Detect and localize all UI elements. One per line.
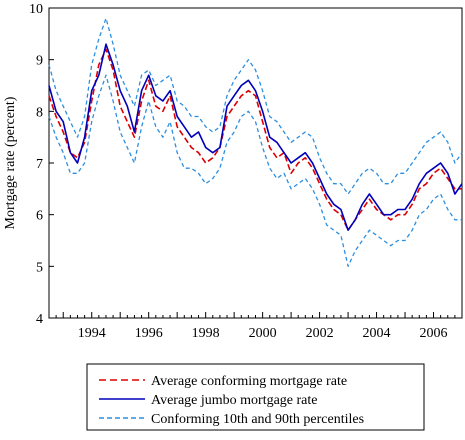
y-tick-label: 4 (36, 312, 43, 327)
series-line-conforming-90th-percentile (48, 17, 463, 195)
x-tick-label: 2002 (306, 326, 334, 341)
plot-area-frame (48, 7, 463, 319)
x-tick-label: 2006 (420, 326, 448, 341)
y-tick-label: 6 (36, 209, 43, 224)
x-tick-label: 1998 (192, 326, 220, 341)
series-line-conforming-average (48, 48, 462, 231)
series-layer (48, 17, 463, 267)
y-axis: 4 5 6 7 8 9 10 (29, 2, 54, 327)
x-tick-label: 1996 (135, 326, 163, 341)
y-tick-label: 8 (36, 105, 43, 120)
x-tick-label: 1994 (78, 326, 106, 341)
x-tick-label: 2000 (249, 326, 277, 341)
y-tick-label: 9 (36, 54, 43, 69)
x-tick-label: 2004 (363, 326, 391, 341)
legend-label-percentiles: Conforming 10th and 90th percentiles (151, 412, 364, 427)
legend: Average conforming mortgage rate Average… (86, 363, 425, 431)
legend-label-jumbo: Average jumbo mortgage rate (151, 393, 318, 408)
x-axis: 1994 1996 1998 2000 2002 2004 2006 (48, 312, 463, 341)
y-axis-label: Mortgage rate (percent) (3, 96, 18, 229)
series-line-conforming-10th-percentile (48, 74, 462, 267)
y-tick-label: 7 (36, 157, 43, 172)
legend-box (86, 363, 425, 431)
y-tick-label: 10 (29, 2, 43, 17)
y-tick-label: 5 (36, 260, 43, 275)
legend-label-conforming: Average conforming mortgage rate (151, 374, 347, 389)
series-line-jumbo-average (48, 43, 463, 231)
